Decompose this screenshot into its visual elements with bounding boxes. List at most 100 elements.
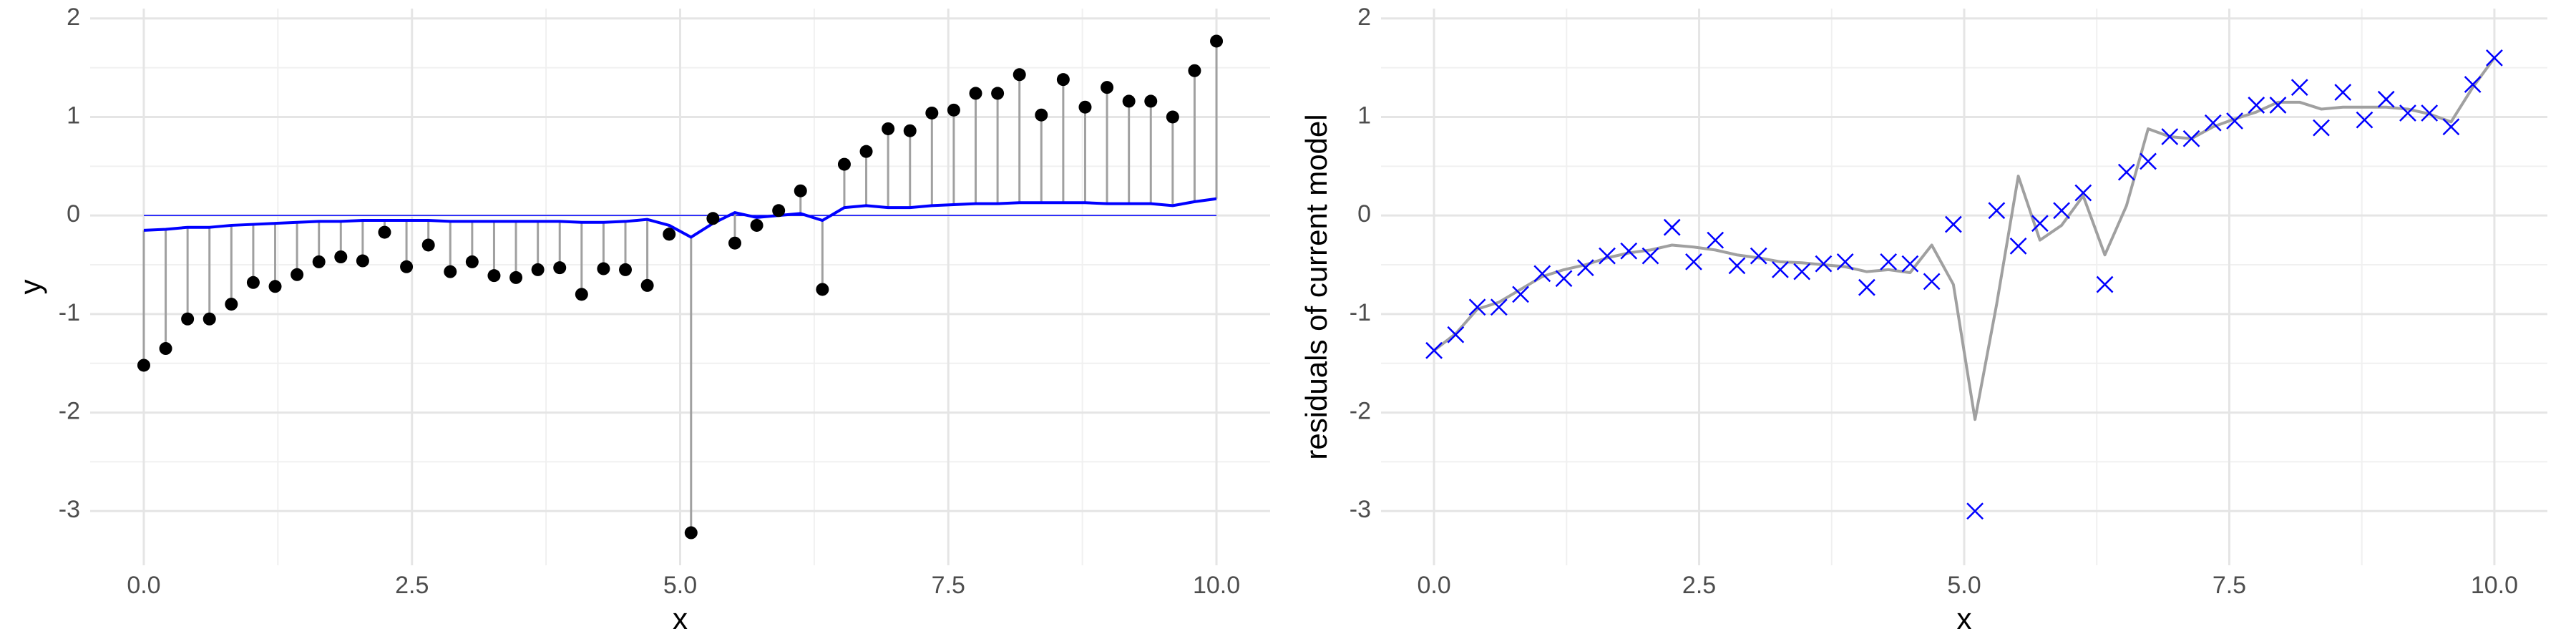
data-point: [2290, 79, 2308, 97]
x-tick-label: 5.0: [663, 572, 697, 599]
data-point: [465, 255, 479, 268]
data-point: [706, 212, 720, 225]
data-point: [1663, 218, 1681, 236]
data-point: [2096, 275, 2114, 293]
data-point: [444, 265, 457, 278]
data-point: [2140, 152, 2157, 170]
y-tick-label: 2: [1357, 4, 1371, 31]
data-point: [1793, 263, 1811, 280]
data-point: [1966, 502, 1984, 520]
data-point: [1576, 259, 1594, 277]
y-tick-label: 0: [1357, 200, 1371, 228]
data-point: [2226, 112, 2243, 130]
data-point: [181, 312, 195, 326]
y-tick-label: 1: [67, 102, 80, 129]
data-point: [1144, 94, 1158, 108]
data-point: [2182, 130, 2200, 147]
data-point: [334, 250, 348, 264]
data-point: [640, 278, 654, 292]
data-point: [1210, 34, 1224, 48]
data-point: [947, 103, 960, 117]
data-point: [2377, 90, 2395, 108]
data-point: [378, 225, 391, 239]
data-point: [1707, 231, 1724, 249]
data-point: [137, 358, 150, 372]
data-point: [312, 255, 326, 268]
data-point: [1056, 73, 1070, 87]
data-point: [2399, 104, 2416, 122]
data-point: [859, 145, 873, 158]
data-point: [1013, 68, 1026, 82]
x-tick-label: 2.5: [395, 572, 429, 599]
data-point: [794, 184, 807, 197]
data-point: [2442, 118, 2460, 136]
data-point: [1512, 286, 1529, 303]
data-point: [1945, 215, 1962, 233]
data-point: [1988, 202, 2006, 220]
data-point: [531, 263, 545, 276]
y-tick-label: -1: [59, 299, 80, 326]
x-tick-label: 5.0: [1947, 572, 1981, 599]
data-point: [2117, 163, 2135, 181]
data-point: [1620, 242, 1638, 260]
data-point: [1490, 298, 1508, 316]
data-point: [1533, 265, 1551, 283]
fit-line: [1433, 57, 2496, 421]
data-point: [203, 312, 216, 326]
data-point: [882, 122, 895, 135]
data-point: [619, 263, 633, 276]
data-point: [1101, 81, 1114, 94]
data-point: [1728, 257, 1746, 275]
x-tick-label: 7.5: [2212, 572, 2246, 599]
data-point: [969, 87, 982, 100]
data-point: [2161, 128, 2179, 145]
data-point: [268, 280, 282, 293]
data-point: [2248, 97, 2265, 114]
data-point: [2269, 97, 2287, 114]
x-tick-label: 10.0: [1193, 572, 1240, 599]
data-point: [750, 218, 763, 232]
data-point: [684, 526, 698, 540]
x-tick-label: 0.0: [1417, 572, 1450, 599]
data-point: [575, 288, 588, 301]
data-point: [1599, 247, 1616, 265]
data-point: [400, 260, 414, 273]
x-tick-label: 7.5: [932, 572, 965, 599]
data-point: [159, 342, 172, 356]
data-point: [509, 270, 523, 284]
data-point: [2031, 215, 2049, 233]
data-point: [1772, 261, 1789, 278]
data-point: [1555, 270, 1573, 288]
x-axis-title: x: [673, 602, 688, 635]
data-point: [925, 106, 939, 119]
data-point: [1923, 273, 1941, 291]
data-point: [356, 254, 369, 268]
data-point: [1815, 255, 1833, 273]
y-axis-title: residuals of current model: [1299, 114, 1333, 459]
data-point: [1035, 108, 1048, 122]
data-point: [1188, 64, 1201, 77]
data-point: [2204, 114, 2222, 132]
data-point: [2464, 76, 2482, 93]
data-point: [487, 269, 501, 283]
data-point: [1447, 326, 1465, 343]
data-point: [2313, 119, 2330, 137]
data-point: [2053, 202, 2070, 220]
x-tick-label: 10.0: [2471, 572, 2518, 599]
y-tick-label: -2: [59, 398, 80, 425]
data-point: [903, 124, 917, 137]
data-point: [728, 236, 741, 250]
data-point: [225, 298, 238, 311]
y-tick-label: -3: [59, 496, 80, 523]
x-axis-title: x: [1957, 602, 1972, 635]
y-tick-label: -1: [1350, 299, 1371, 326]
y-tick-label: -3: [1350, 496, 1371, 523]
data-point: [837, 157, 851, 171]
data-point: [1468, 298, 1486, 316]
data-point: [1425, 341, 1443, 359]
data-point: [2486, 49, 2503, 67]
data-point: [1880, 253, 1898, 270]
data-point: [421, 238, 435, 252]
data-point: [772, 204, 786, 218]
